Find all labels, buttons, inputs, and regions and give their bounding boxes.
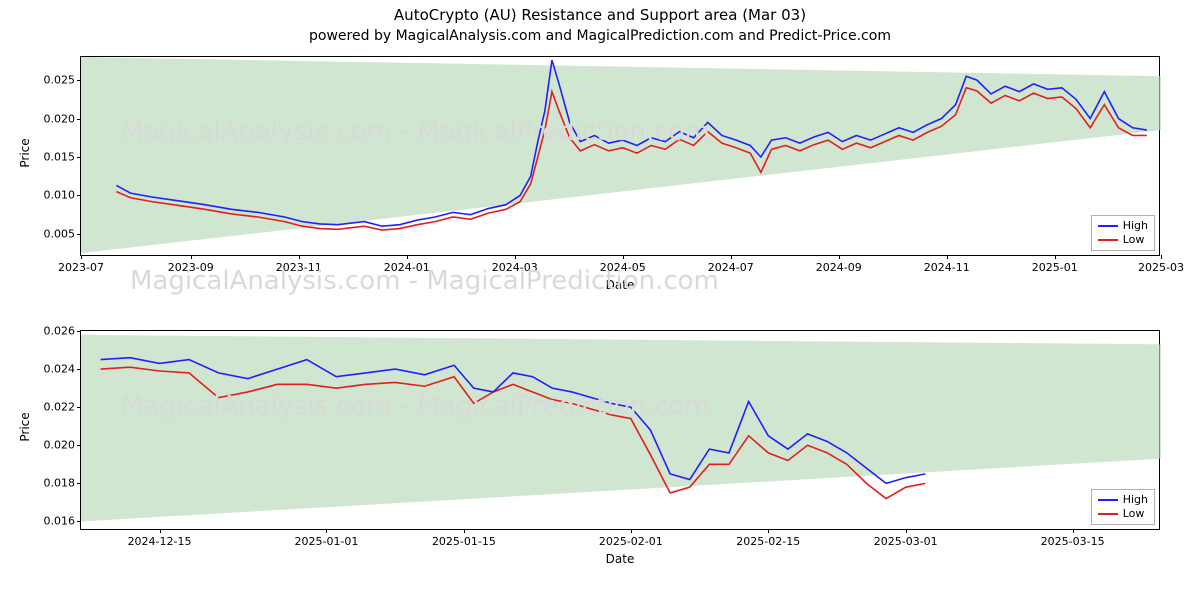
top-chart-svg: [81, 57, 1161, 257]
y-tick-label: 0.005: [44, 227, 82, 240]
y-tick-label: 0.025: [44, 74, 82, 87]
y-tick-label: 0.020: [44, 439, 82, 452]
bottom-y-axis-label: Price: [18, 377, 32, 477]
legend-label-low: Low: [1123, 233, 1145, 247]
top-chart-panel: MagicalAnalysis.com - MagicalPrediction.…: [80, 56, 1160, 256]
legend-item-high: High: [1098, 493, 1148, 507]
legend-label-low: Low: [1123, 507, 1145, 521]
legend-swatch-high: [1098, 499, 1118, 501]
legend-item-high: High: [1098, 219, 1148, 233]
legend-swatch-high: [1098, 225, 1118, 227]
y-tick-label: 0.015: [44, 151, 82, 164]
y-tick-label: 0.010: [44, 189, 82, 202]
legend-item-low: Low: [1098, 507, 1148, 521]
legend-swatch-low: [1098, 513, 1118, 515]
top-x-axis-label: Date: [570, 278, 670, 292]
y-tick-label: 0.018: [44, 477, 82, 490]
y-tick-label: 0.016: [44, 515, 82, 528]
bottom-chart-panel: MagicalAnalysis.com - MagicalPrediction.…: [80, 330, 1160, 530]
legend-swatch-low: [1098, 239, 1118, 241]
bottom-x-axis-label: Date: [570, 552, 670, 566]
y-tick-label: 0.022: [44, 401, 82, 414]
legend-box: High Low: [1091, 215, 1155, 251]
y-tick-label: 0.024: [44, 363, 82, 376]
y-tick-label: 0.026: [44, 325, 82, 338]
legend-box: High Low: [1091, 489, 1155, 525]
legend-label-high: High: [1123, 219, 1148, 233]
y-tick-label: 0.020: [44, 112, 82, 125]
chart-subtitle: powered by MagicalAnalysis.com and Magic…: [0, 24, 1200, 44]
legend-item-low: Low: [1098, 233, 1148, 247]
legend-label-high: High: [1123, 493, 1148, 507]
top-y-axis-label: Price: [18, 103, 32, 203]
bottom-chart-svg: [81, 331, 1161, 531]
chart-title: AutoCrypto (AU) Resistance and Support a…: [0, 0, 1200, 24]
chart-container: AutoCrypto (AU) Resistance and Support a…: [0, 0, 1200, 600]
